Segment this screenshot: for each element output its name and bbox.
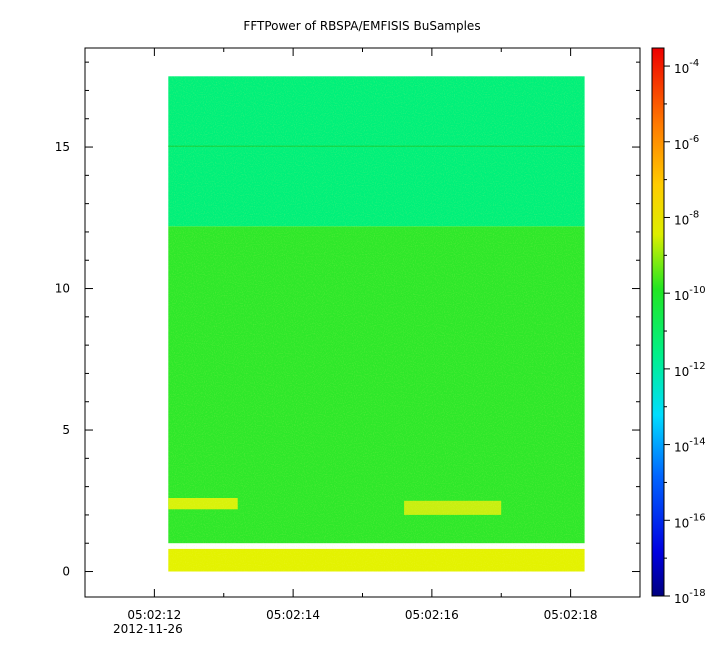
- colorbar-tick-label-6: 10-6: [674, 134, 699, 152]
- colorbar-tick-label-2: 10-14: [674, 437, 706, 455]
- y-tick-label-1: 5: [62, 423, 70, 437]
- spectrogram-image: [168, 76, 585, 572]
- colorbar-axis: 10-18 10-16 10-14 10-12 10-10 10-8 10-6 10-4: [664, 58, 706, 606]
- x-tick-label-2: 05:02:16: [405, 608, 459, 622]
- chart-title: FFTPower of RBSPA/EMFISIS BuSamples: [243, 19, 480, 33]
- colorbar-tick-label-1: 10-16: [674, 512, 706, 530]
- y-tick-label-3: 15: [55, 140, 70, 154]
- x-tick-label-3: 05:02:18: [544, 608, 598, 622]
- axes: 05:02:12 05:02:14 05:02:16 05:02:18 0 5 10 15: [55, 48, 641, 622]
- x-axis-date-label: 2012-11-26: [113, 622, 183, 636]
- y-tick-label-2: 10: [55, 282, 70, 296]
- spectrogram-noise-texture: [168, 76, 585, 572]
- colorbar-tick-label-7: 10-4: [674, 58, 699, 76]
- colorbar-tick-label-3: 10-12: [674, 361, 706, 379]
- colorbar: [651, 47, 665, 597]
- colorbar-tick-label-4: 10-10: [674, 285, 706, 303]
- x-tick-label-1: 05:02:14: [266, 608, 320, 622]
- colorbar-tick-label-0: 10-18: [674, 588, 706, 606]
- colorbar-tick-label-5: 10-8: [674, 209, 699, 227]
- y-tick-label-0: 0: [62, 565, 70, 579]
- x-tick-label-0: 05:02:12: [127, 608, 181, 622]
